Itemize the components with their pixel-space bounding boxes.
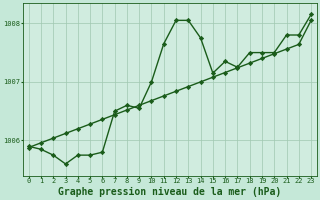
X-axis label: Graphe pression niveau de la mer (hPa): Graphe pression niveau de la mer (hPa) — [58, 187, 282, 197]
